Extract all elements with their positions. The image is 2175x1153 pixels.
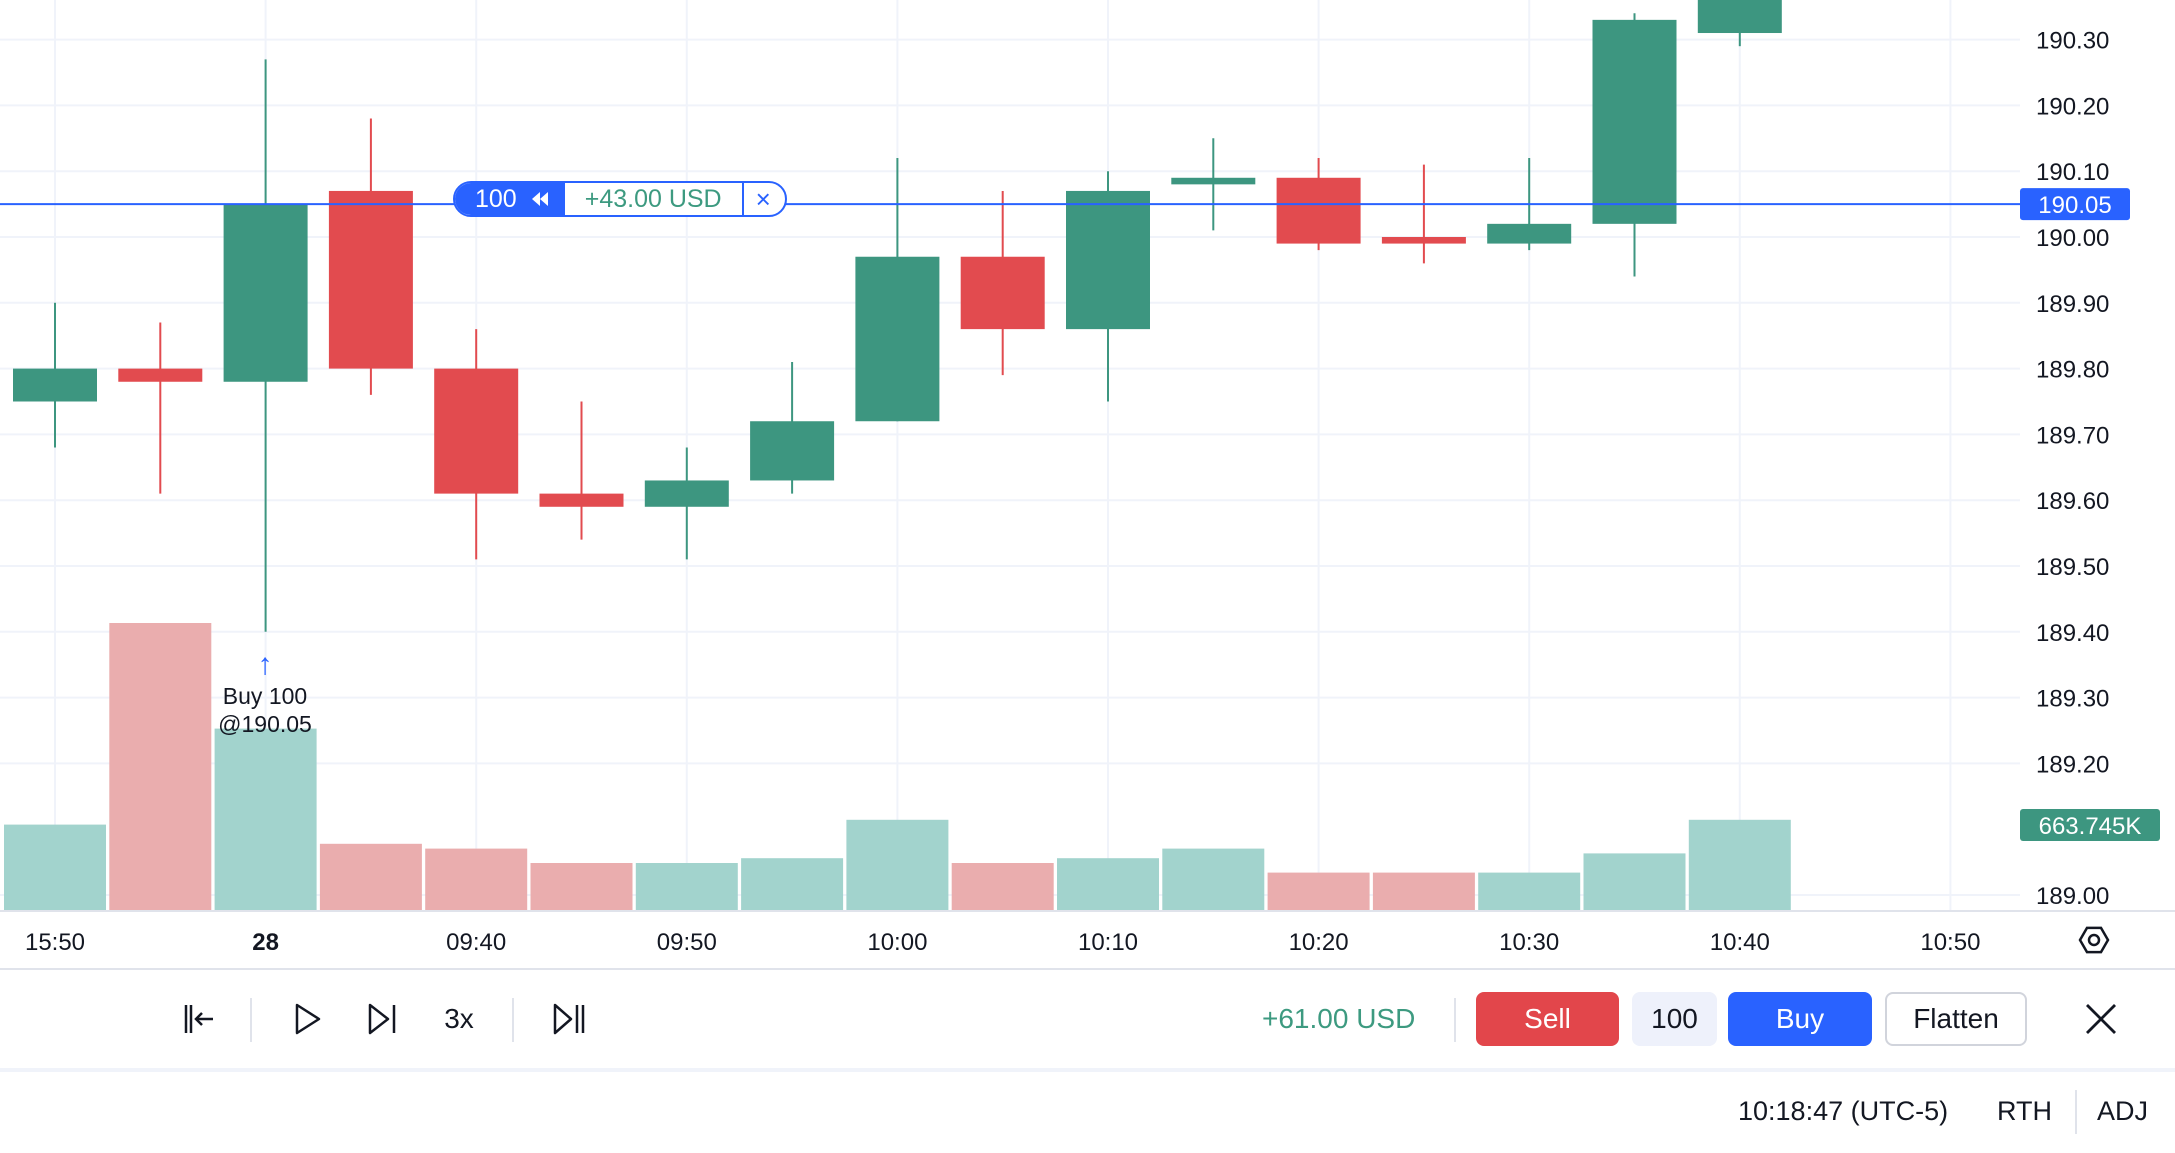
candle-body	[539, 493, 624, 507]
time-tick-label: 09:50	[657, 929, 717, 956]
volume-bar	[1478, 872, 1581, 911]
volume-bar	[1267, 872, 1370, 911]
volume-bar	[635, 863, 738, 911]
price-tick-label: 190.20	[2036, 93, 2109, 120]
time-tick-label: 10:20	[1289, 929, 1349, 956]
volume-bar	[951, 863, 1054, 911]
candlestick-chart[interactable]: 190.30 190.20 190.10 190.00 189.90 189.80 189.…	[0, 0, 2175, 968]
volume-bar	[1057, 858, 1159, 911]
clock[interactable]: 10:18:47 (UTC-5)	[1738, 1096, 1949, 1126]
trade-marker-line2: @190.05	[218, 711, 312, 737]
play-icon	[295, 1003, 321, 1035]
close-position-icon[interactable]: ×	[755, 183, 771, 214]
status-bar: 10:18:47 (UTC-5) RTH ADJ	[0, 1072, 2175, 1153]
volume-bar	[1162, 848, 1265, 911]
candle-body	[1697, 0, 1782, 34]
volume-badge	[2020, 809, 2160, 841]
current-price-badge	[2020, 188, 2130, 221]
price-tick-label: 189.20	[2036, 751, 2109, 778]
volume-bar	[1372, 872, 1475, 911]
position-tag[interactable]: 100 +43.00 USD ×	[453, 181, 787, 217]
reverse-icon[interactable]	[531, 185, 549, 214]
settings-icon-center	[2087, 933, 2101, 947]
volume-bar	[846, 819, 949, 911]
buy-arrow-icon: ↑	[257, 648, 273, 681]
volume-bar	[4, 824, 106, 911]
sell-button[interactable]: Sell	[1476, 992, 1619, 1046]
volume-bar	[741, 858, 844, 911]
candle-body	[434, 368, 519, 494]
replay-toolbar: 3x +61.00 USD Sell 100 Buy Flatten	[0, 968, 2175, 1068]
close-replay-button[interactable]	[2074, 992, 2128, 1046]
step-forward-icon	[368, 1003, 396, 1035]
price-tick-label: 189.80	[2036, 357, 2109, 384]
total-pnl: +61.00 USD	[1262, 1003, 1416, 1034]
volume-bar	[425, 848, 528, 911]
time-tick-label: 10:30	[1499, 929, 1559, 956]
price-tick-label: 190.30	[2036, 28, 2109, 55]
current-price-label: 190.05	[2038, 192, 2111, 219]
speed-button[interactable]: 3x	[444, 1003, 474, 1034]
trade-marker-line1: Buy 100	[222, 683, 308, 709]
candle-body	[750, 421, 835, 481]
time-tick-label: 10:10	[1078, 929, 1138, 956]
candle-body	[1171, 177, 1256, 185]
adjustment-button[interactable]: ADJ	[2097, 1096, 2149, 1126]
price-tick-label: 189.90	[2036, 291, 2109, 318]
flatten-button[interactable]: Flatten	[1885, 992, 2027, 1046]
chart-area[interactable]: 190.30 190.20 190.10 190.00 189.90 189.80 189.…	[0, 0, 2175, 968]
price-tick-label: 189.50	[2036, 554, 2109, 581]
time-tick-label: 10:50	[1920, 929, 1980, 956]
volume-bar	[1688, 819, 1791, 911]
session-button[interactable]: RTH	[1997, 1096, 2053, 1126]
volume-bar	[1583, 853, 1686, 911]
candle-body	[223, 204, 308, 382]
candle-body	[118, 368, 203, 382]
candle-body	[1066, 190, 1150, 330]
volume-bar	[530, 863, 633, 911]
time-tick-label: 10:00	[867, 929, 927, 956]
price-tick-label: 190.00	[2036, 225, 2109, 252]
candle-body	[328, 190, 413, 369]
price-tick-label: 190.10	[2036, 159, 2109, 186]
price-tick-label: 189.70	[2036, 422, 2109, 449]
candle-body	[960, 256, 1045, 330]
step-forward-button[interactable]	[357, 992, 407, 1046]
candle-body	[644, 480, 729, 507]
jump-to-start-button[interactable]	[174, 992, 224, 1046]
candle-body	[1592, 19, 1677, 224]
trade-marker[interactable]: ↑ Buy 100 @190.05	[207, 648, 323, 738]
volume-bar	[319, 843, 422, 911]
price-tick-label: 189.30	[2036, 686, 2109, 713]
volume-bar	[214, 728, 317, 911]
play-button[interactable]	[282, 992, 332, 1046]
status-divider	[2075, 1090, 2077, 1134]
time-tick-label: 28	[252, 929, 279, 956]
buy-button[interactable]: Buy	[1728, 992, 1872, 1046]
time-tick-label: 10:40	[1710, 929, 1770, 956]
quantity-input[interactable]: 100	[1632, 992, 1717, 1046]
candle-body	[13, 368, 97, 402]
settings-icon[interactable]	[2078, 926, 2110, 954]
jump-to-realtime-icon	[553, 1003, 585, 1035]
position-pnl: +43.00 USD	[565, 183, 744, 215]
volume-label: 663.745K	[2039, 813, 2142, 840]
jump-to-start-icon	[184, 1005, 213, 1033]
candle-body	[1276, 177, 1361, 244]
time-tick-label: 09:40	[446, 929, 506, 956]
time-tick-label: 15:50	[25, 929, 85, 956]
candle-body	[855, 256, 940, 422]
price-tick-label: 189.60	[2036, 488, 2109, 515]
candle-body	[1381, 237, 1466, 244]
candle-body	[1487, 223, 1572, 244]
close-icon	[2086, 1004, 2116, 1034]
price-tick-label: 189.40	[2036, 620, 2109, 647]
volume-bar	[109, 623, 212, 911]
position-qty[interactable]: 100	[455, 183, 565, 215]
price-tick-label: 189.00	[2036, 883, 2109, 910]
jump-to-realtime-button[interactable]	[544, 992, 594, 1046]
position-qty-value: 100	[475, 184, 517, 213]
